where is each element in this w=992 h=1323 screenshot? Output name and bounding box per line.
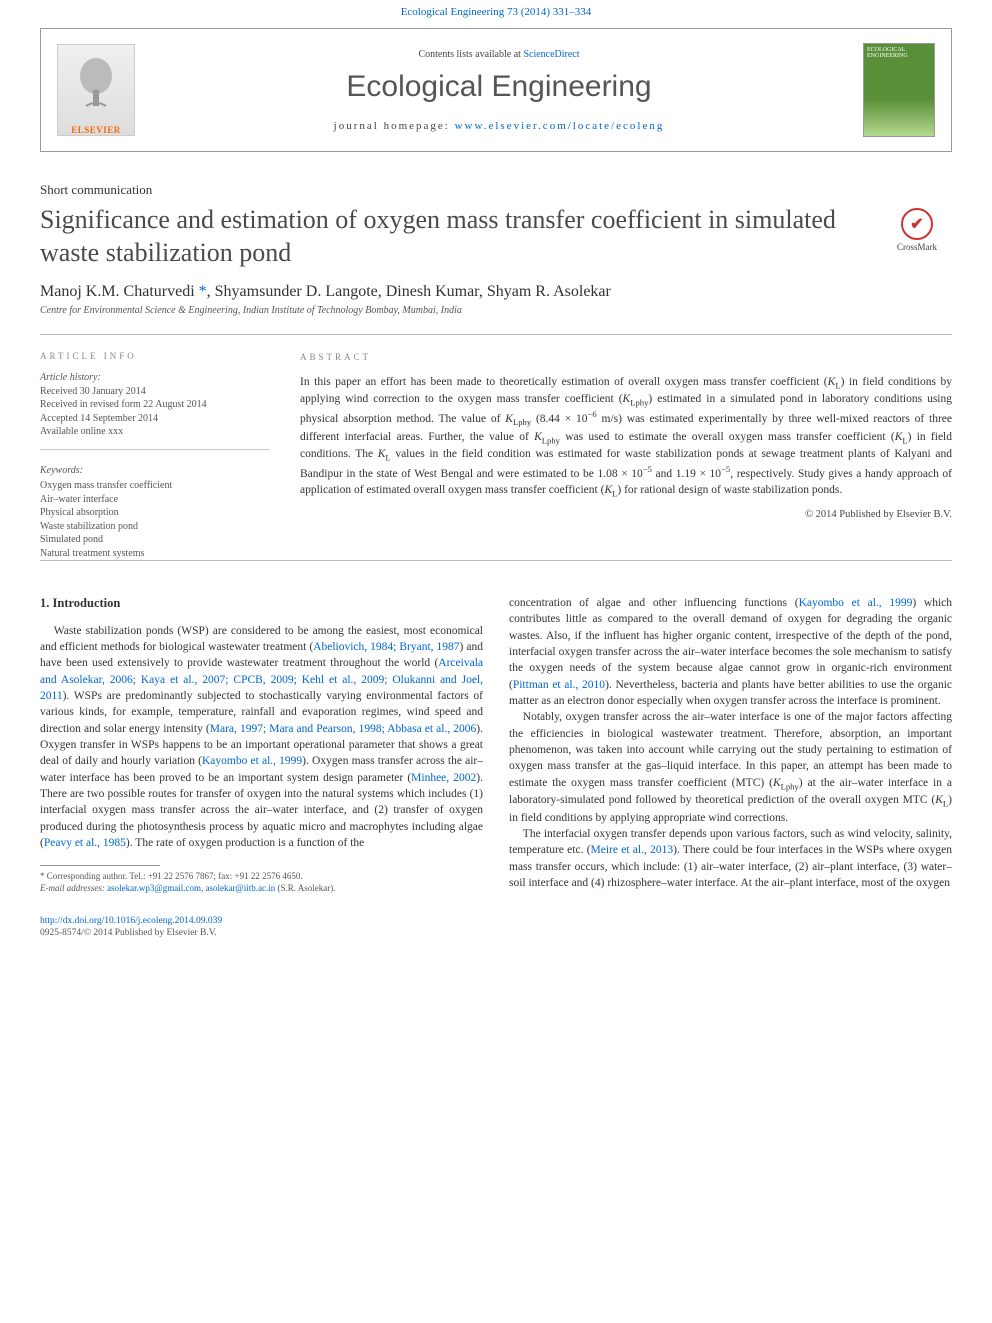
affiliation: Centre for Environmental Science & Engin… [40,305,952,316]
journal-cover-thumb: ECOLOGICAL ENGINEERING [863,43,935,137]
rule-bottom [40,560,952,561]
crossmark-icon: ✔ [901,208,933,240]
corresponding-marker: * [199,283,207,300]
abstract-block: ABSTRACT In this paper an effort has bee… [300,335,952,560]
ref-link[interactable]: Peavy et al., 1985 [44,837,126,849]
ref-link[interactable]: Pittman et al., 2010 [513,679,605,691]
abstract-label: ABSTRACT [300,351,952,364]
contents-lists-line: Contents lists available at ScienceDirec… [135,49,863,60]
footnote-separator [40,865,160,866]
body-paragraph: concentration of algae and other influen… [509,595,952,709]
doi-link[interactable]: http://dx.doi.org/10.1016/j.ecoleng.2014… [40,916,222,926]
article-history: Article history: Received 30 January 201… [40,371,270,450]
corresponding-footnote: * Corresponding author. Tel.: +91 22 257… [40,870,483,894]
article-title: Significance and estimation of oxygen ma… [40,204,864,269]
authors-line: Manoj K.M. Chaturvedi *, Shyamsunder D. … [40,283,952,301]
crossmark-label: CrossMark [882,242,952,252]
journal-homepage-link[interactable]: www.elsevier.com/locate/ecoleng [455,120,665,132]
ref-link[interactable]: Kayombo et al., 1999 [799,597,913,609]
ref-link[interactable]: Abeliovich, 1984; Bryant, 1987 [313,641,459,653]
article-info-label: ARTICLE INFO [40,351,270,361]
ref-link[interactable]: Minhee, 2002 [411,772,476,784]
journal-header: ELSEVIER Contents lists available at Sci… [40,28,952,152]
elsevier-logo: ELSEVIER [57,44,135,136]
body-paragraph: Notably, oxygen transfer across the air–… [509,709,952,826]
abstract-body: In this paper an effort has been made to… [300,374,952,500]
right-column: concentration of algae and other influen… [509,595,952,895]
email-link[interactable]: asolekar@iitb.ac.in [205,883,275,893]
issn-copyright: 0925-8574/© 2014 Published by Elsevier B… [40,928,217,938]
ref-link[interactable]: Mara, 1997; Mara and Pearson, 1998; Abba… [210,723,477,735]
left-column: 1. Introduction Waste stabilization pond… [40,595,483,895]
keywords-block: Keywords: Oxygen mass transfer coefficie… [40,464,270,561]
crossmark-badge[interactable]: ✔ CrossMark [882,208,952,252]
article-type: Short communication [40,182,952,198]
elsevier-wordmark: ELSEVIER [71,125,121,135]
ref-link[interactable]: Meire et al., 2013 [591,844,674,856]
sciencedirect-link[interactable]: ScienceDirect [523,49,579,60]
ref-link[interactable]: Kayombo et al., 1999 [202,755,302,767]
journal-homepage-line: journal homepage: www.elsevier.com/locat… [135,120,863,132]
section-1-heading: 1. Introduction [40,595,483,613]
intro-paragraph: Waste stabilization ponds (WSP) are cons… [40,623,483,852]
abstract-copyright: © 2014 Published by Elsevier B.V. [300,508,952,523]
elsevier-tree-icon [71,45,121,125]
body-two-column: 1. Introduction Waste stabilization pond… [40,595,952,895]
journal-title: Ecological Engineering [135,70,863,104]
journal-citation[interactable]: Ecological Engineering 73 (2014) 331–334 [0,0,992,24]
body-paragraph: The interfacial oxygen transfer depends … [509,826,952,891]
email-link[interactable]: asolekar.wp3@gmail.com [107,883,201,893]
article-info-sidebar: ARTICLE INFO Article history: Received 3… [40,335,270,560]
page-footer: http://dx.doi.org/10.1016/j.ecoleng.2014… [40,915,952,940]
